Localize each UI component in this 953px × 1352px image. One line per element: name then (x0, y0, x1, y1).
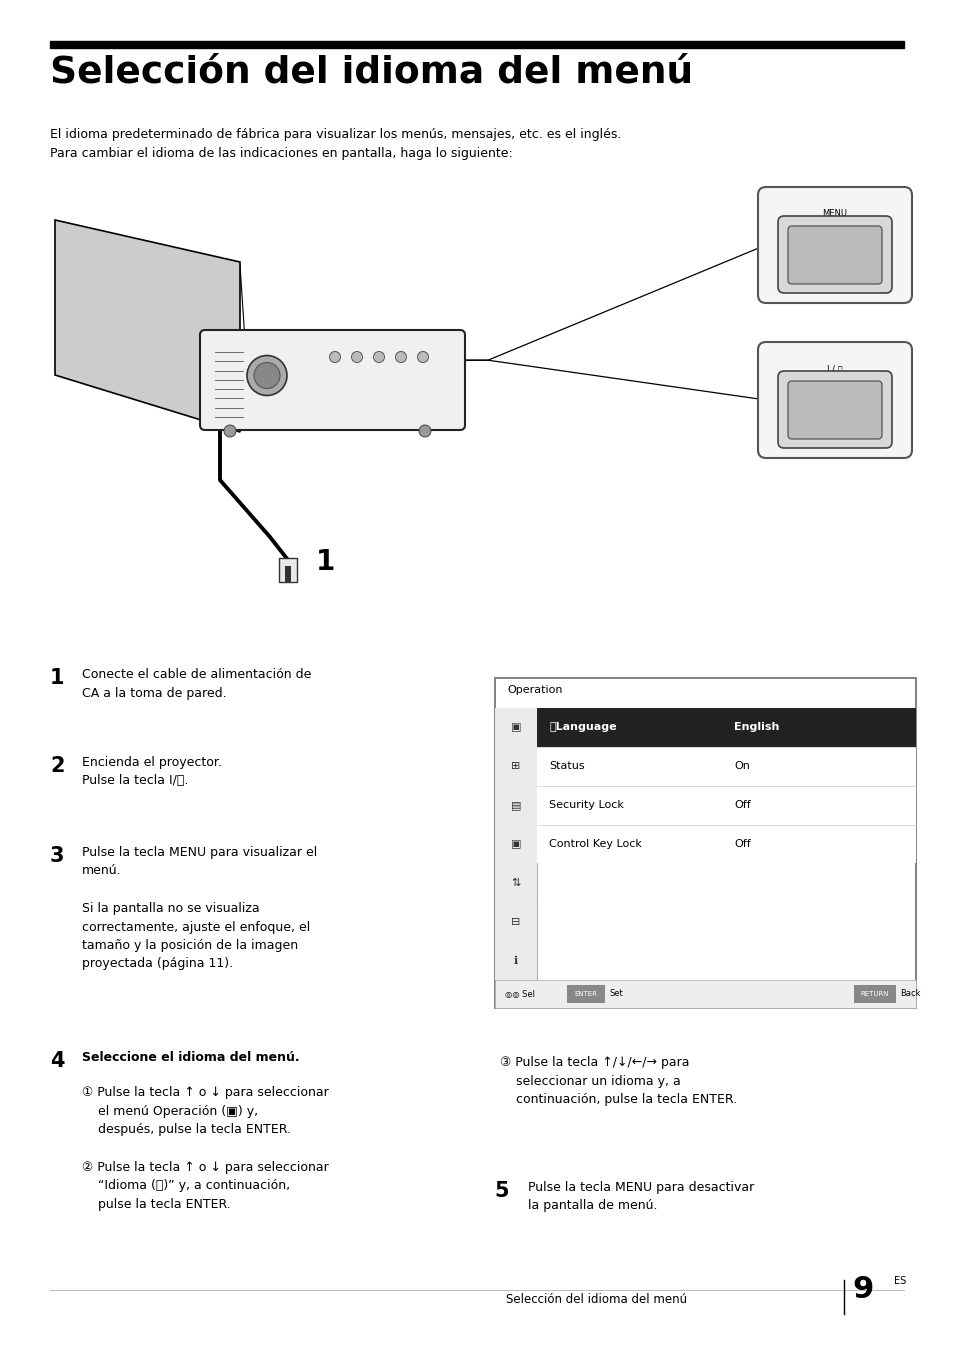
Text: Seleccione el idioma del menú.: Seleccione el idioma del menú. (82, 1051, 299, 1064)
Text: I / ⏻: I / ⏻ (826, 364, 841, 373)
Bar (495, 708, 537, 746)
Text: Si la pantalla no se visualiza
correctamente, ajuste el enfoque, el
tamaño y la : Si la pantalla no se visualiza correctam… (82, 902, 310, 971)
Bar (537, 708, 915, 746)
Text: ▣: ▣ (510, 722, 520, 733)
Bar (495, 980, 915, 1009)
Text: ℹ: ℹ (514, 956, 517, 965)
Text: ⊟: ⊟ (511, 917, 520, 926)
Circle shape (374, 352, 384, 362)
Text: 9: 9 (851, 1275, 872, 1303)
Text: ENTER: ENTER (574, 991, 597, 996)
FancyBboxPatch shape (787, 226, 882, 284)
Text: ② Pulse la tecla ↑ o ↓ para seleccionar
    “Idioma (Ⓐ)” y, a continuación,
    : ② Pulse la tecla ↑ o ↓ para seleccionar … (82, 1161, 329, 1211)
Bar (537, 786, 915, 825)
Text: ⇅: ⇅ (511, 877, 520, 888)
Bar (278, 558, 296, 581)
Text: ◎◎ Sel: ◎◎ Sel (504, 990, 535, 999)
Text: El idioma predeterminado de fábrica para visualizar los menús, mensajes, etc. es: El idioma predeterminado de fábrica para… (50, 128, 620, 160)
Bar (495, 825, 537, 864)
Bar (50, 41, 903, 49)
Text: Off: Off (733, 840, 750, 849)
Text: 3: 3 (50, 846, 65, 867)
Text: 1: 1 (50, 668, 65, 688)
Text: ⊞: ⊞ (511, 761, 520, 771)
FancyBboxPatch shape (778, 370, 891, 448)
Text: ③ Pulse la tecla ↑/↓/←/→ para
    seleccionar un idioma y, a
    continuación, p: ③ Pulse la tecla ↑/↓/←/→ para selecciona… (499, 1056, 737, 1106)
Text: ▤: ▤ (510, 800, 520, 810)
Circle shape (418, 425, 431, 437)
Text: Back: Back (899, 990, 920, 999)
Text: English: English (733, 722, 779, 733)
Circle shape (351, 352, 362, 362)
Bar (495, 902, 537, 941)
Bar (853, 986, 895, 1003)
Text: Operation: Operation (506, 685, 562, 695)
Text: Selección del idioma del menú: Selección del idioma del menú (50, 54, 693, 91)
Text: Set: Set (608, 990, 622, 999)
Text: 2: 2 (50, 756, 65, 776)
Text: 4: 4 (50, 1051, 65, 1071)
Text: 5: 5 (494, 1182, 508, 1201)
Text: ⒶLanguage: ⒶLanguage (548, 722, 616, 733)
Bar (495, 746, 537, 786)
Text: RETURN: RETURN (860, 991, 888, 996)
FancyBboxPatch shape (758, 187, 911, 303)
Text: Encienda el proyector.
Pulse la tecla I/⏻.: Encienda el proyector. Pulse la tecla I/… (82, 756, 222, 787)
Bar (566, 986, 604, 1003)
Text: 3: 3 (784, 185, 805, 214)
Bar (495, 677, 915, 1009)
Text: Selección del idioma del menú: Selección del idioma del menú (505, 1293, 686, 1306)
Circle shape (417, 352, 428, 362)
Bar (495, 941, 537, 980)
Text: On: On (733, 761, 749, 771)
Text: ▣: ▣ (510, 840, 520, 849)
Polygon shape (55, 220, 240, 433)
Text: Control Key Lock: Control Key Lock (548, 840, 641, 849)
Bar (495, 786, 537, 825)
Circle shape (253, 362, 280, 388)
Bar (285, 566, 291, 581)
Text: 2: 2 (784, 339, 805, 369)
FancyBboxPatch shape (787, 381, 882, 439)
Text: Status: Status (548, 761, 584, 771)
Text: ES: ES (893, 1276, 905, 1286)
Bar (495, 864, 537, 902)
Circle shape (329, 352, 340, 362)
Circle shape (224, 425, 235, 437)
Text: Conecte el cable de alimentación de
CA a la toma de pared.: Conecte el cable de alimentación de CA a… (82, 668, 311, 699)
Text: ① Pulse la tecla ↑ o ↓ para seleccionar
    el menú Operación (▣) y,
    después: ① Pulse la tecla ↑ o ↓ para seleccionar … (82, 1086, 329, 1136)
FancyBboxPatch shape (778, 216, 891, 293)
Circle shape (247, 356, 287, 396)
Bar (537, 746, 915, 786)
Text: Pulse la tecla MENU para visualizar el
menú.: Pulse la tecla MENU para visualizar el m… (82, 846, 317, 877)
FancyBboxPatch shape (758, 342, 911, 458)
FancyBboxPatch shape (200, 330, 464, 430)
Text: MENU: MENU (821, 210, 846, 218)
Text: Security Lock: Security Lock (548, 800, 623, 810)
Text: Pulse la tecla MENU para desactivar
la pantalla de menú.: Pulse la tecla MENU para desactivar la p… (527, 1182, 754, 1213)
Text: 1: 1 (315, 548, 335, 576)
Circle shape (395, 352, 406, 362)
Bar (537, 825, 915, 864)
Text: Off: Off (733, 800, 750, 810)
